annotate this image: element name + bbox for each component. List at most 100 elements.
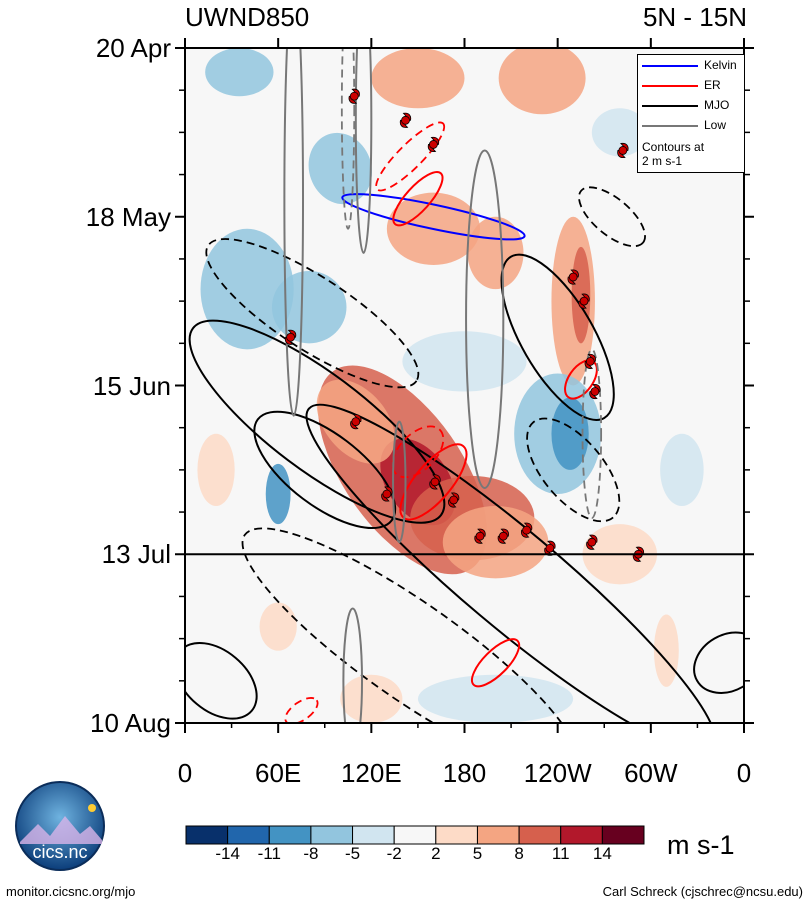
tropical-cyclone-marker [350,414,362,430]
anomaly-patch [417,674,574,723]
wave-contour [284,697,319,723]
anomaly-patch [467,216,524,290]
anomaly-patch [660,433,704,507]
x-tick-label: 180 [442,758,487,788]
wave-contour [354,48,373,254]
cics-logo[interactable]: cics.nc [10,780,110,880]
colorbar-swatch [518,825,562,845]
footer-credit: Carl Schreck (cjschrec@ncsu.edu) [602,884,803,899]
wave-contour [188,319,446,524]
anomaly-patch [340,674,403,723]
x-tick-label: 60E [255,758,302,788]
colorbar-swatch [476,825,520,845]
legend-note-line1: Contours at [642,140,705,154]
colorbar-label: 5 [472,844,483,863]
colorbar-label: 14 [592,844,612,863]
anomaly-patch [205,48,274,97]
tropical-cyclone-marker [586,534,598,550]
anomaly-patch [200,228,294,350]
colorbar-label: 8 [514,844,524,863]
y-tick-label: 20 Apr [95,33,171,63]
colorbar [185,825,645,845]
legend-kelvin-line [642,65,698,67]
legend-er-label: ER [704,78,721,92]
chart-title: UWND850 [185,2,310,32]
axis-ticks [175,38,754,733]
footer-link[interactable]: monitor.cicsnc.org/mjo [6,884,136,899]
y-tick-label: 18 May [85,201,171,232]
colorbar-label: -5 [344,844,361,863]
wave-contour [465,149,505,489]
legend-low-label: Low [704,118,727,132]
y-tick-label: 15 Jun [92,370,171,401]
cics-logo-graphic: cics.nc [15,781,105,871]
colorbar-label: 2 [431,844,441,863]
legend-er: ER [640,77,744,95]
legend-er-line [642,85,698,87]
wave-contour [581,348,603,519]
tropical-cyclone-marker [429,474,441,490]
y-tick-label: 10 Aug [90,708,171,738]
wave-contour [185,642,258,720]
legend-low-line [642,125,698,127]
wave-contours [185,48,744,723]
tropical-cyclone-marker [578,293,590,309]
legend: Kelvin ER MJO Low Contours at 2 m s-1 [637,54,745,173]
colorbar-swatch [352,825,395,845]
tropical-cyclone-marker [381,486,393,502]
legend-note: Contours at 2 m s-1 [642,140,704,168]
tropical-cyclone-marker [544,540,556,556]
wave-contour [375,121,446,192]
anomaly-patch [259,602,297,651]
x-tick-label: 120E [340,758,402,788]
wave-contour [470,638,521,688]
wave-contour [305,403,717,723]
colorbar-swatch [393,825,437,845]
anomaly-patch [197,433,235,507]
tropical-cyclone-marker [617,142,629,159]
tropical-cyclone-marker [567,269,579,285]
legend-kelvin-label: Kelvin [704,58,737,72]
tropical-cyclone-marker [348,88,360,104]
tropical-cyclone-marker [584,353,596,369]
wave-contour [500,253,615,421]
wind-anomaly-field [197,48,704,723]
x-tick-label: 120W [523,758,592,788]
anomaly-patch [265,463,291,525]
wave-contour [391,425,445,479]
colorbar-swatch [268,825,312,845]
colorbar-swatch [601,825,645,845]
colorbar-label: -14 [215,844,240,863]
colorbar-label: 11 [551,844,570,863]
tropical-cyclone-marker [399,112,412,128]
tropical-cyclone-marker [497,528,509,544]
anomaly-patch [271,270,347,344]
colorbar-swatch [560,825,603,845]
legend-low: Low [640,117,744,135]
anomaly-patch [402,331,527,392]
colorbar-swatch [227,825,270,845]
colorbar-label: -11 [257,844,281,863]
colorbar-label: -8 [303,844,319,863]
tropical-cyclone-marker [520,522,533,538]
wave-contour [392,171,444,227]
tropical-cyclone-marker [427,136,440,152]
colorbar-units: m s-1 [667,830,735,860]
wave-contour [340,48,356,230]
legend-mjo: MJO [640,97,744,115]
wave-contour [241,527,579,723]
wave-contour [205,238,420,389]
wave-contour [392,420,407,544]
x-tick-label: 0 [177,758,193,788]
legend-kelvin: Kelvin [640,57,744,75]
legend-mjo-label: MJO [704,98,730,112]
legend-note-line2: 2 m s-1 [642,154,683,168]
colorbar-swatch [185,825,229,845]
chart-region: 5N - 15N [642,2,747,32]
wave-contour [341,193,526,241]
tropical-cyclone-marker [589,383,601,400]
wave-contour [693,631,744,694]
wave-contour [253,410,397,530]
anomaly-patch [591,108,648,157]
colorbar-swatch [310,825,354,845]
